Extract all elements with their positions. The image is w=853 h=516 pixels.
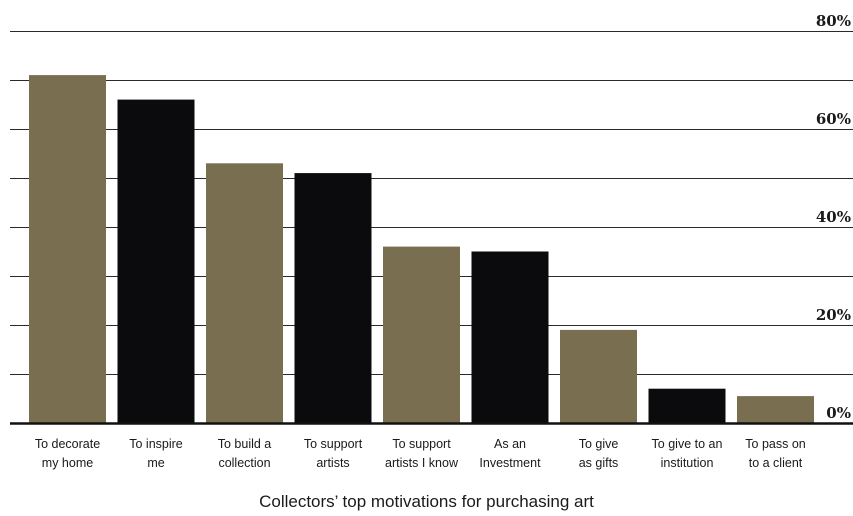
y-tick-label: 40% bbox=[816, 208, 851, 226]
y-tick-label: 20% bbox=[816, 306, 851, 324]
category-label: as gifts bbox=[579, 456, 619, 470]
bar bbox=[117, 99, 195, 423]
bar bbox=[737, 396, 814, 423]
category-label: institution bbox=[661, 456, 714, 470]
category-label: To give to an bbox=[652, 437, 723, 451]
category-label: As an bbox=[494, 437, 526, 451]
bar bbox=[648, 388, 726, 423]
category-label: To support bbox=[392, 437, 451, 451]
category-label: To inspire bbox=[129, 437, 183, 451]
category-label: To build a bbox=[218, 437, 272, 451]
category-label: artists I know bbox=[385, 456, 459, 470]
category-label: my home bbox=[42, 456, 93, 470]
category-label: To decorate bbox=[35, 437, 100, 451]
category-label: Investment bbox=[479, 456, 541, 470]
category-label: collection bbox=[218, 456, 270, 470]
bars bbox=[29, 75, 814, 424]
bar bbox=[294, 173, 372, 423]
category-label: To pass on bbox=[745, 437, 806, 451]
bar bbox=[560, 329, 637, 423]
category-label: To support bbox=[304, 437, 363, 451]
category-label: me bbox=[147, 456, 164, 470]
category-label: to a client bbox=[749, 456, 803, 470]
category-label: To give bbox=[579, 437, 619, 451]
bar bbox=[29, 75, 106, 423]
y-tick-label: 80% bbox=[816, 12, 851, 30]
y-tick-labels: 80% 60% 40% 20% 0% bbox=[816, 12, 851, 422]
chart-title: Collectors’ top motivations for purchasi… bbox=[259, 492, 594, 511]
category-labels: To decorate my home To inspire me To build a… bbox=[35, 437, 806, 470]
bar bbox=[206, 163, 283, 424]
bar bbox=[471, 251, 549, 423]
y-tick-label: 0% bbox=[826, 404, 851, 422]
category-label: artists bbox=[316, 456, 349, 470]
y-tick-label: 60% bbox=[816, 110, 851, 128]
bar bbox=[383, 246, 460, 423]
